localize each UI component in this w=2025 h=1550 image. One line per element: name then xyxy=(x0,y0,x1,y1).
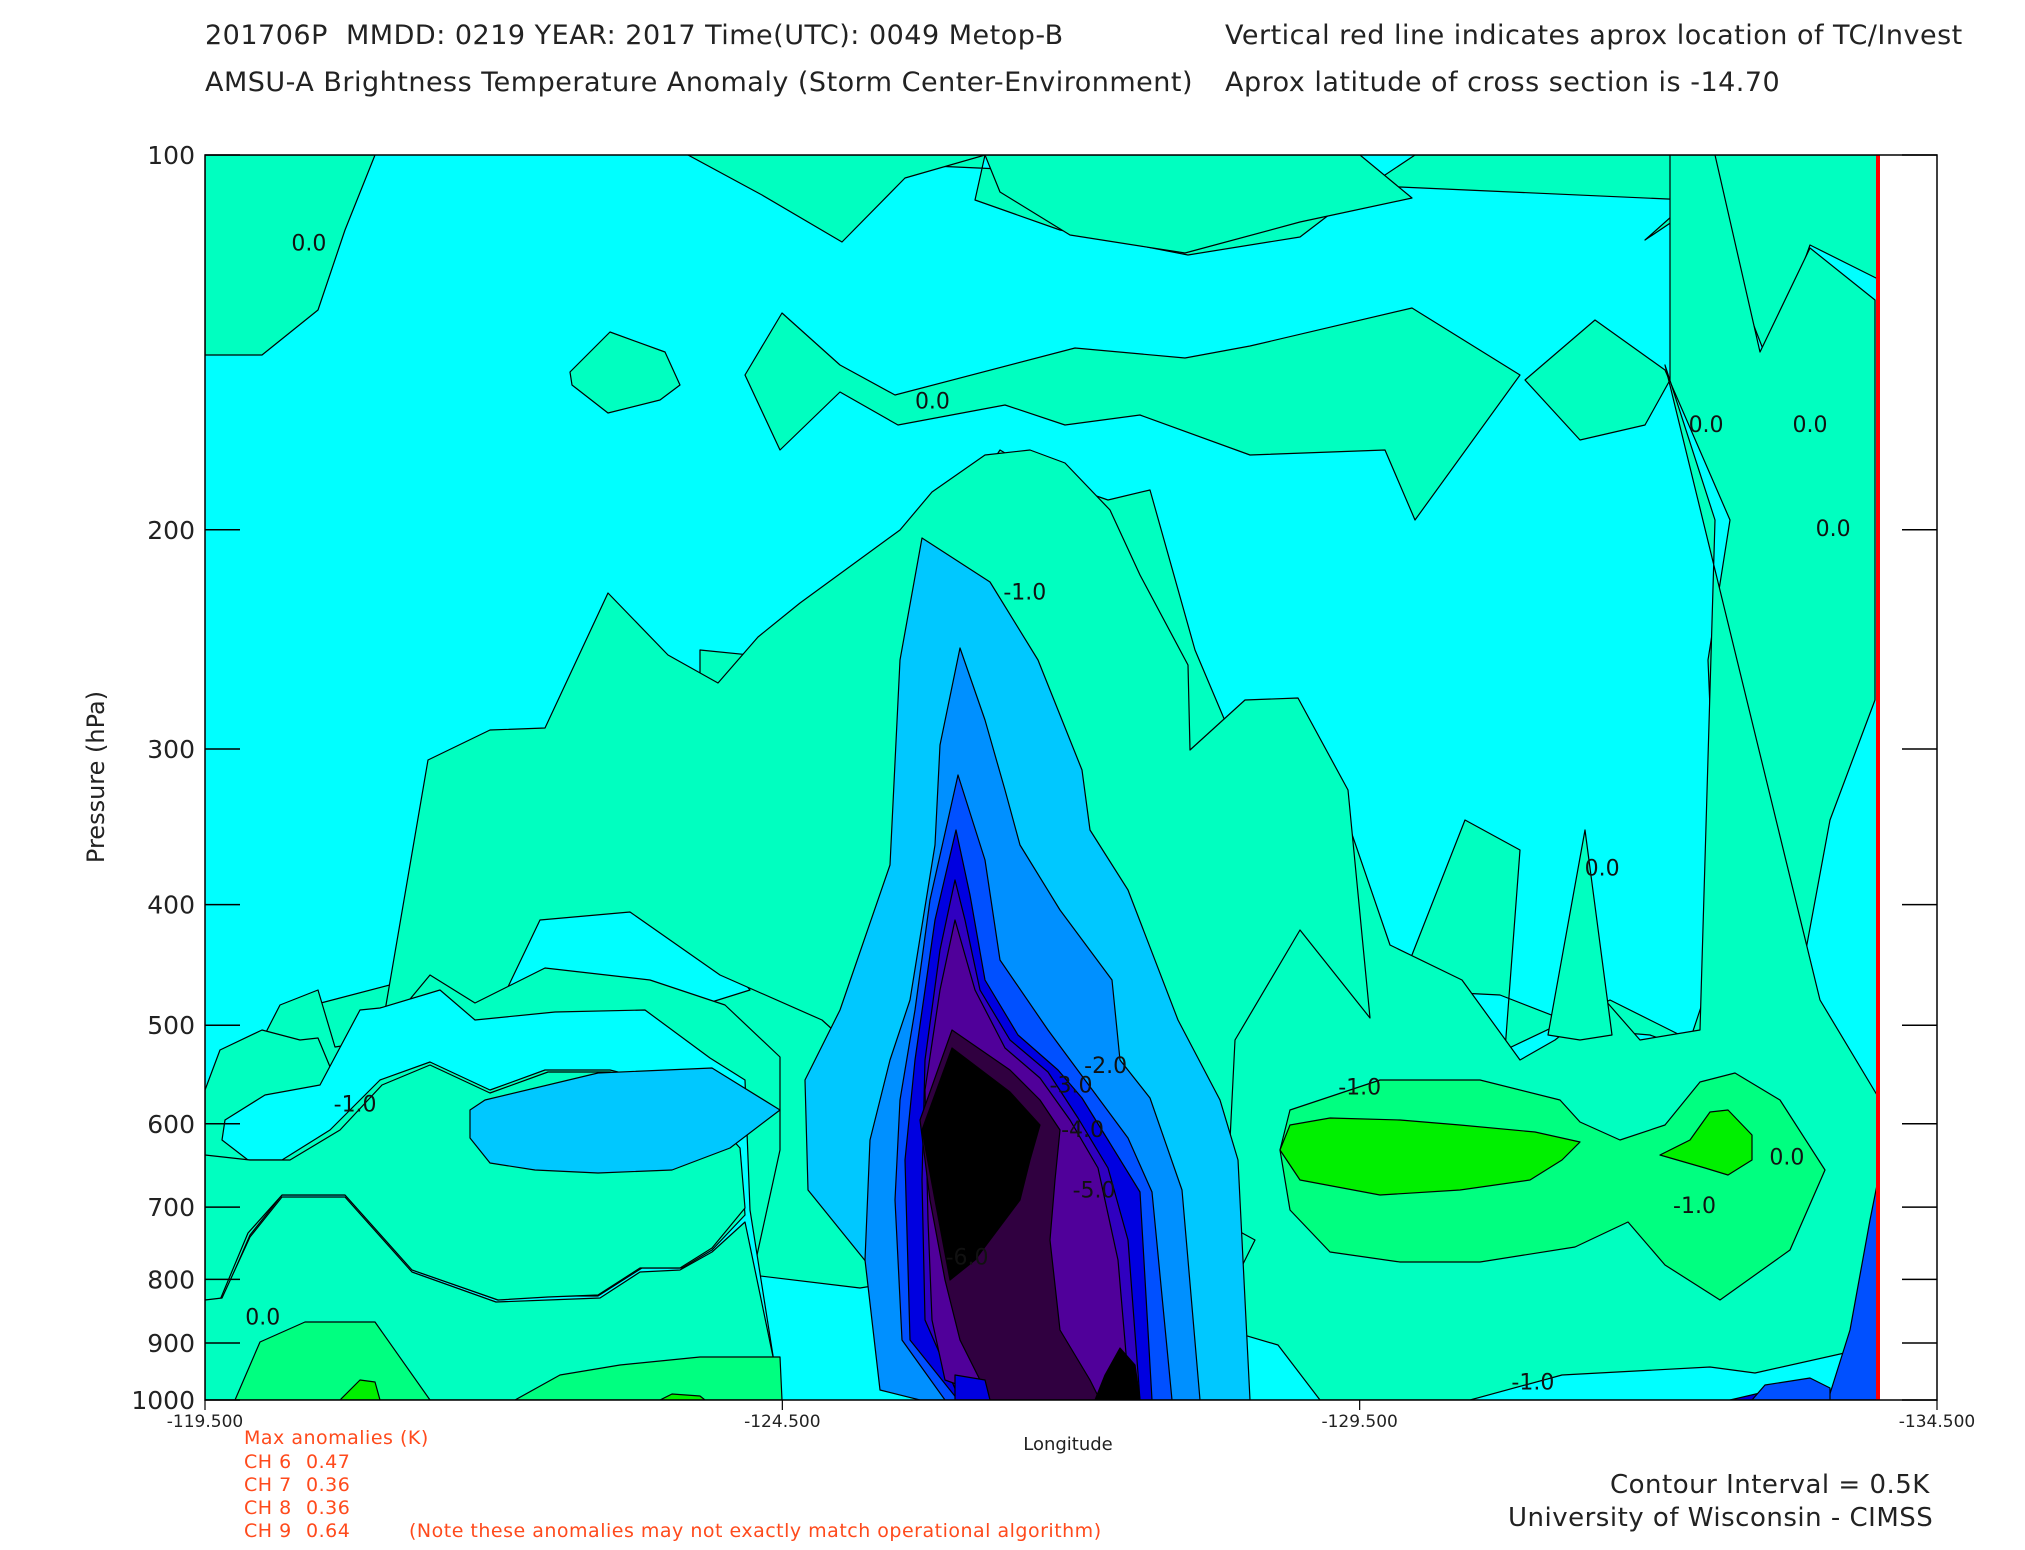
missing-data-area xyxy=(1878,155,1937,1400)
y-tick-label: 100 xyxy=(147,141,195,170)
x-tick-label: -119.500 xyxy=(167,1412,243,1432)
x-tick-label: -124.500 xyxy=(744,1412,820,1432)
y-tick-label: 600 xyxy=(147,1110,195,1139)
contour-label: 0.0 xyxy=(245,1305,280,1330)
y-tick-label: 700 xyxy=(147,1193,195,1222)
contour-label: 0.0 xyxy=(1816,517,1851,542)
y-tick-label: 500 xyxy=(147,1011,195,1040)
region-center-left-warm xyxy=(221,449,1371,1400)
y-tick-label: 300 xyxy=(147,735,195,764)
region-core-bottom-blue xyxy=(954,1374,991,1400)
contour-label: 0.0 xyxy=(1689,413,1724,438)
region-right-edge-blue xyxy=(1827,1169,1880,1400)
contour-interval-label: Contour Interval = 0.5K xyxy=(1610,1470,1930,1500)
contour-labels: 0.0 0.0 0.0 0.0 0.0 0.0 0.0 0.0 -1.0 -1.0 -1.0 -1.0… xyxy=(245,231,1851,1396)
header-line1-left: 201706P MMDD: 0219 YEAR: 2017 Time(UTC):… xyxy=(205,20,1064,51)
region-right-warm3 xyxy=(1279,1117,1581,1196)
anomaly-row-value: 0.47 xyxy=(306,1451,351,1473)
region-core-black xyxy=(921,1047,1041,1281)
anomalies-title: Max anomalies (K) xyxy=(244,1427,429,1449)
y-tick-label: 400 xyxy=(147,891,195,920)
region-lower-mid-warm2 xyxy=(514,1356,783,1400)
region-upper-left-warm xyxy=(205,155,376,356)
y-tick-label: 900 xyxy=(147,1329,195,1358)
anomaly-row-value: 0.64 xyxy=(306,1520,351,1542)
header-line2-left: AMSU-A Brightness Temperature Anomaly (S… xyxy=(205,67,1194,98)
x-axis-ticks: -119.500 -124.500 -129.500 -134.500 xyxy=(167,1400,1975,1432)
region-core-bottom-black xyxy=(1094,1347,1141,1400)
contour-label: -6.0 xyxy=(946,1246,989,1271)
region-lower-left-bottom-warm3 xyxy=(339,1379,381,1400)
anomaly-row-label: CH 8 xyxy=(244,1497,292,1519)
contour-label: 0.0 xyxy=(1585,857,1620,882)
x-axis-title: Longitude xyxy=(1023,1434,1113,1455)
anomaly-row-label: CH 9 xyxy=(244,1520,292,1542)
x-tick-label: -129.500 xyxy=(1321,1412,1397,1432)
header-line1-right: Vertical red line indicates aprox locati… xyxy=(1225,20,1963,51)
anomaly-row-label: CH 6 xyxy=(244,1451,292,1473)
region-top-warm-center xyxy=(984,155,1413,254)
plot-frame xyxy=(204,154,1938,1401)
region-left-cool xyxy=(469,1067,781,1174)
region-right-edge-bottom-blue2 xyxy=(1751,1377,1831,1400)
contour-label: -1.0 xyxy=(1673,1194,1716,1219)
y-axis-title: Pressure (hPa) xyxy=(82,691,110,863)
contour-label: -1.0 xyxy=(334,1092,377,1117)
header-line2-right: Aprox latitude of cross section is -14.7… xyxy=(1225,67,1781,98)
contour-label: -2.0 xyxy=(1084,1054,1127,1079)
contour-label: 0.0 xyxy=(291,231,326,256)
contour-label: -5.0 xyxy=(1073,1178,1116,1203)
contour-label: -4.0 xyxy=(1061,1118,1104,1143)
anomaly-row-label: CH 7 xyxy=(244,1474,292,1496)
contour-label: -3.0 xyxy=(1050,1073,1093,1098)
contour-label: -1.0 xyxy=(1338,1075,1381,1100)
region-small-blob-warm xyxy=(569,331,681,414)
region-upper-band-warm xyxy=(687,155,986,243)
region-mid-upper-warm xyxy=(744,307,1521,521)
anomaly-row-value: 0.36 xyxy=(306,1474,351,1496)
contour-label: 0.0 xyxy=(1792,413,1827,438)
anomaly-row-value: 0.36 xyxy=(306,1497,351,1519)
contour-label: -1.0 xyxy=(1511,1371,1554,1396)
y-tick-label: 1000 xyxy=(131,1386,195,1415)
y-axis-ticks: 100 200 300 400 500 600 700 800 900 1000 xyxy=(131,141,1937,1415)
x-tick-label: -134.500 xyxy=(1899,1412,1975,1432)
contour-label: 0.0 xyxy=(1769,1146,1804,1171)
region-lower-mid-warm3 xyxy=(659,1393,706,1400)
region-right-warm3b xyxy=(1659,1109,1753,1176)
region-lower-left-bottom-warm2 xyxy=(234,1321,431,1400)
region-right-spike-warm xyxy=(1547,829,1613,1041)
institution-label: University of Wisconsin - CIMSS xyxy=(1508,1503,1934,1533)
contour-field xyxy=(205,155,1880,1400)
y-tick-label: 800 xyxy=(147,1265,195,1294)
y-tick-label: 200 xyxy=(147,516,195,545)
contour-label: 0.0 xyxy=(915,389,950,414)
anomaly-note: (Note these anomalies may not exactly ma… xyxy=(409,1520,1102,1542)
contour-label: -1.0 xyxy=(1003,580,1046,605)
